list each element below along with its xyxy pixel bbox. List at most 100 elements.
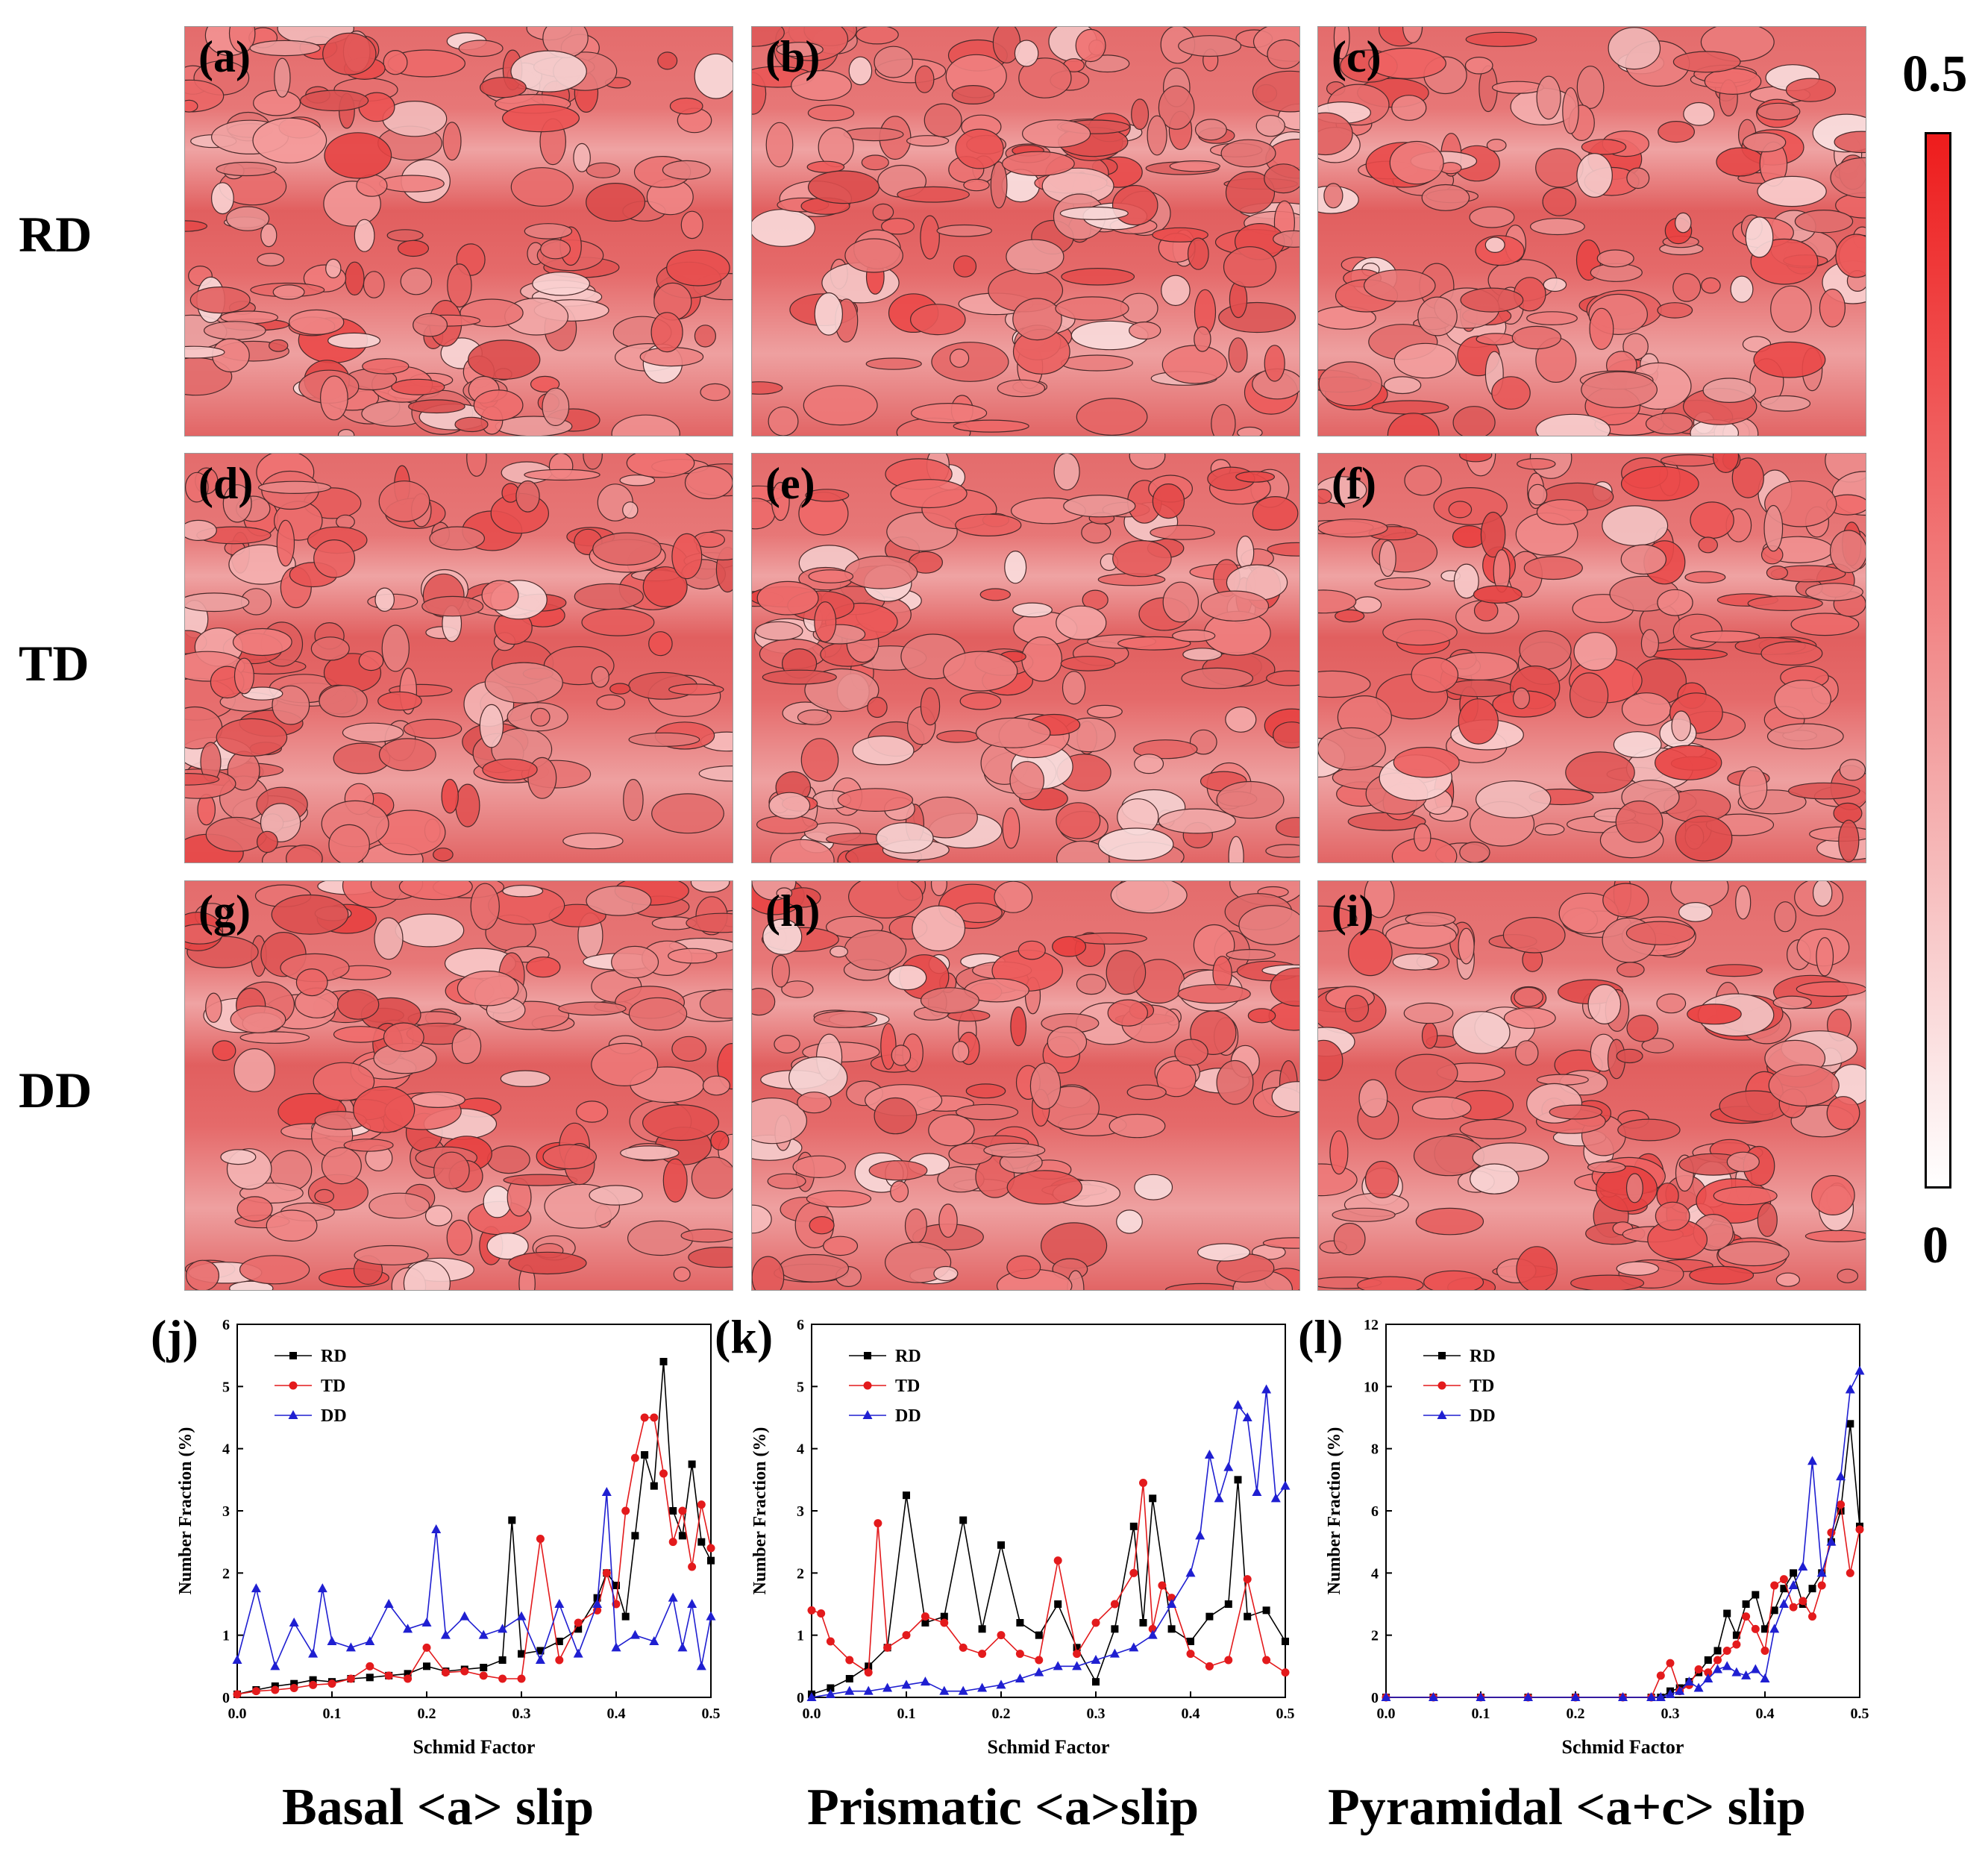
series-dd-point xyxy=(1778,1599,1789,1608)
series-rd-point xyxy=(688,1460,696,1468)
series-td-point xyxy=(817,1609,826,1618)
series-td-point xyxy=(1139,1479,1147,1487)
map-label-i: (i) xyxy=(1332,886,1374,936)
series-td-point xyxy=(845,1656,854,1665)
series-td-point xyxy=(1656,1671,1665,1680)
y-tick-label: 1 xyxy=(797,1628,804,1644)
series-dd-point xyxy=(251,1583,261,1593)
legend-label-rd: RD xyxy=(1470,1347,1496,1366)
series-td-point xyxy=(697,1500,706,1509)
series-td-point xyxy=(621,1506,630,1515)
series-dd-line xyxy=(1386,1371,1860,1698)
series-rd-point xyxy=(366,1673,374,1682)
series-td-point xyxy=(1243,1575,1252,1584)
series-dd-point xyxy=(1816,1568,1827,1577)
series-dd-point xyxy=(421,1618,432,1626)
series-td-point xyxy=(1779,1575,1788,1584)
series-rd-point xyxy=(1111,1625,1119,1633)
series-rd-point xyxy=(845,1675,853,1682)
row-label-td: TD xyxy=(19,635,90,692)
plot-frame xyxy=(236,1324,712,1698)
series-td-point xyxy=(602,1568,611,1577)
series-dd-point xyxy=(1429,1692,1438,1701)
series-rd-point xyxy=(423,1662,430,1671)
series-td-point xyxy=(1205,1662,1214,1671)
series-td-point xyxy=(289,1684,298,1692)
series-td-point xyxy=(1808,1612,1816,1621)
series-td-point xyxy=(1110,1600,1119,1609)
series-dd-point xyxy=(1693,1682,1704,1692)
series-dd-point xyxy=(696,1661,706,1671)
series-rd-point xyxy=(1713,1647,1722,1655)
series-dd-point xyxy=(535,1655,545,1664)
schmid-map-f: (f) xyxy=(1317,453,1866,863)
x-tick-label: 0.5 xyxy=(702,1706,721,1722)
series-rd-point xyxy=(1092,1678,1100,1686)
legend-marker-td xyxy=(863,1381,872,1390)
series-rd-point xyxy=(903,1491,910,1500)
schmid-map-h: (h) xyxy=(751,880,1300,1291)
chart-prismatic: 0.0 0.1 0.2 0.3 0.4 0.5 0 1 2 3 4 5 6 Schmid Factor Nu… xyxy=(750,1317,1295,1758)
series-rd-line xyxy=(236,1361,712,1695)
series-dd-point xyxy=(1261,1384,1272,1394)
series-td-point xyxy=(1091,1618,1100,1627)
series-rd-point xyxy=(1780,1585,1788,1593)
series-dd-point xyxy=(687,1599,697,1608)
legend-marker-rd xyxy=(1438,1352,1446,1359)
series-dd-point xyxy=(882,1682,893,1692)
series-dd-point xyxy=(1788,1580,1799,1589)
series-rd-point xyxy=(678,1532,686,1540)
series-td-point xyxy=(404,1674,413,1683)
series-td-point xyxy=(1760,1647,1769,1655)
y-tick-label: 0 xyxy=(797,1690,804,1706)
series-rd-point xyxy=(309,1676,317,1684)
series-td-point xyxy=(978,1650,987,1659)
series-dd-point xyxy=(1665,1688,1675,1698)
y-tick-label: 10 xyxy=(1364,1379,1379,1395)
y-tick-label: 2 xyxy=(797,1565,804,1582)
series-rd-point xyxy=(1723,1609,1731,1618)
series-dd-point xyxy=(706,1611,716,1621)
series-dd-point xyxy=(1845,1384,1855,1394)
series-rd-point xyxy=(1234,1476,1242,1484)
series-td-point xyxy=(678,1506,687,1515)
series-dd-point xyxy=(668,1592,678,1602)
legend-label-dd: DD xyxy=(895,1406,921,1426)
series-rd-point xyxy=(1167,1625,1176,1633)
series-dd-point xyxy=(1381,1692,1391,1701)
series-td-point xyxy=(1817,1581,1826,1590)
map-label-e: (e) xyxy=(765,459,815,508)
series-dd-point xyxy=(1167,1599,1177,1608)
series-rd-line xyxy=(1386,1424,1860,1698)
series-rd-point xyxy=(1262,1606,1270,1615)
legend-label-dd: DD xyxy=(321,1406,347,1426)
series-td-point xyxy=(1281,1668,1290,1677)
y-tick-label: 5 xyxy=(222,1379,230,1395)
series-dd-point xyxy=(1223,1462,1234,1471)
plot-frame xyxy=(1385,1324,1860,1698)
series-rd-point xyxy=(1704,1656,1712,1664)
series-dd-point xyxy=(920,1676,930,1686)
series-dd-point xyxy=(1015,1673,1025,1682)
series-dd-point xyxy=(1233,1400,1243,1409)
series-dd-point xyxy=(844,1685,855,1695)
series-dd-point xyxy=(270,1661,280,1671)
schmid-map-i: (i) xyxy=(1317,880,1866,1291)
series-dd-point xyxy=(1675,1685,1685,1695)
series-rd-point xyxy=(1790,1569,1798,1577)
series-rd-point xyxy=(1129,1522,1138,1530)
series-dd-point xyxy=(592,1599,603,1608)
series-dd-point xyxy=(1195,1530,1205,1540)
series-td-point xyxy=(959,1643,968,1652)
plot-label-j: (j) xyxy=(151,1310,198,1363)
series-dd-point xyxy=(478,1629,489,1639)
series-dd-point xyxy=(403,1624,413,1633)
series-td-point xyxy=(346,1674,355,1683)
series-td-point xyxy=(251,1687,260,1696)
x-tick-label: 0.1 xyxy=(1472,1706,1490,1722)
series-rd-point xyxy=(1149,1494,1157,1503)
legend-marker-td xyxy=(289,1381,298,1390)
y-tick-label: 6 xyxy=(1371,1503,1379,1520)
series-td-point xyxy=(940,1618,949,1627)
